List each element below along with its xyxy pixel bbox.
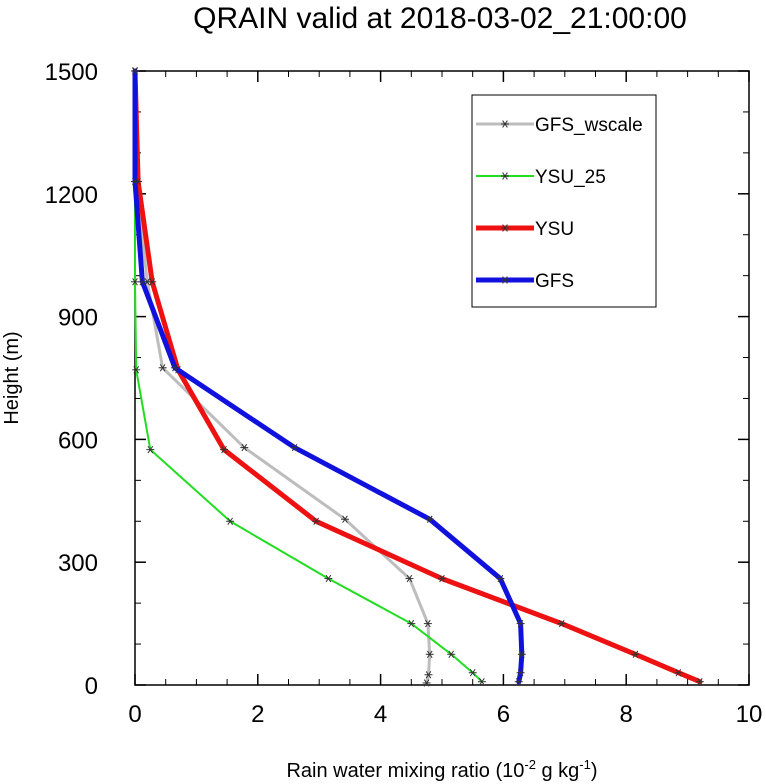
x-tick-label: 8	[620, 701, 633, 728]
plot-frame	[134, 70, 750, 686]
y-tick-label: 300	[58, 550, 98, 577]
data-point-marker	[447, 650, 456, 658]
legend-marker	[501, 172, 509, 180]
data-point-marker	[226, 517, 235, 525]
legend-entry: GFS	[476, 271, 574, 292]
data-point-marker	[340, 515, 349, 523]
legend: GFS_wscale YSU_25 YSU GFS	[471, 94, 657, 308]
x-axis: 0 2 4 6 8 10	[128, 71, 762, 728]
legend-label: YSU	[535, 219, 574, 240]
series-line	[132, 68, 525, 685]
data-point-marker	[324, 574, 333, 583]
plot-area	[134, 70, 750, 686]
data-point-marker	[220, 445, 229, 454]
data-point-marker	[148, 278, 157, 286]
legend-entry: YSU_25	[476, 167, 606, 188]
y-tick-label: 900	[58, 305, 98, 332]
series-gfs	[131, 67, 526, 686]
data-point-marker	[422, 679, 431, 687]
data-point-marker	[631, 650, 640, 658]
data-point-marker	[425, 650, 434, 658]
data-point-marker	[312, 517, 321, 525]
legend-marker	[501, 120, 509, 128]
data-point-marker	[557, 619, 566, 628]
data-point-marker	[425, 515, 434, 523]
chart-title: QRAIN valid at 2018-03-02_21:00:00	[193, 2, 687, 35]
series-layer	[131, 67, 704, 687]
x-tick-label: 4	[374, 701, 387, 728]
data-point-marker	[424, 671, 433, 679]
y-axis-label: Height (m)	[1, 331, 23, 424]
data-point-marker	[423, 619, 432, 628]
data-point-marker	[674, 669, 683, 677]
series-ysu-25	[131, 67, 486, 686]
data-point-marker	[695, 678, 704, 686]
x-axis-label-exp2: -1	[579, 757, 591, 772]
data-point-marker	[496, 574, 505, 583]
y-tick-label: 1500	[45, 59, 98, 86]
y-tick-label: 0	[85, 673, 98, 700]
data-point-marker	[517, 650, 526, 658]
data-point-marker	[240, 443, 249, 452]
data-point-marker	[146, 445, 155, 454]
data-point-marker	[131, 278, 139, 286]
x-tick-label: 2	[251, 701, 264, 728]
data-point-marker	[170, 364, 179, 372]
data-point-marker	[514, 678, 523, 686]
x-tick-label: 0	[128, 701, 141, 728]
legend-marker	[501, 224, 509, 232]
legend-label: YSU_25	[535, 167, 606, 188]
x-axis-label-prefix: Rain water mixing ratio (10	[286, 760, 524, 782]
series-line	[133, 69, 432, 685]
data-point-marker	[516, 619, 525, 628]
x-axis-label-mid: g kg	[536, 760, 579, 782]
data-point-marker	[468, 669, 477, 677]
x-tick-label: 10	[736, 701, 763, 728]
legend-entry: GFS_wscale	[476, 115, 643, 136]
data-point-marker	[158, 364, 167, 372]
legend-label: GFS	[535, 271, 574, 292]
legend-box	[471, 94, 657, 308]
data-point-marker	[516, 669, 525, 677]
series-gfs-wscale	[131, 67, 434, 687]
data-point-marker	[131, 177, 139, 186]
x-axis-label-suffix: )	[591, 760, 598, 782]
data-point-marker	[290, 443, 299, 452]
x-axis-label: Rain water mixing ratio (10-2 g kg-1)	[286, 757, 597, 782]
x-tick-label: 6	[497, 701, 510, 728]
data-point-marker	[438, 574, 446, 583]
y-axis: 0 300 600 900 1200 1500	[45, 59, 749, 700]
data-point-marker	[407, 619, 416, 628]
data-point-marker	[131, 67, 139, 75]
legend-entry: YSU	[476, 219, 574, 240]
legend-marker	[501, 276, 509, 284]
y-tick-label: 1200	[45, 182, 98, 209]
x-axis-label-exp1: -2	[524, 757, 536, 772]
series-ysu	[131, 67, 704, 686]
data-point-marker	[477, 678, 486, 686]
data-point-marker	[138, 278, 147, 286]
y-tick-label: 600	[58, 427, 98, 454]
legend-label: GFS_wscale	[535, 115, 643, 136]
data-point-marker	[132, 366, 141, 374]
data-point-marker	[405, 574, 414, 583]
